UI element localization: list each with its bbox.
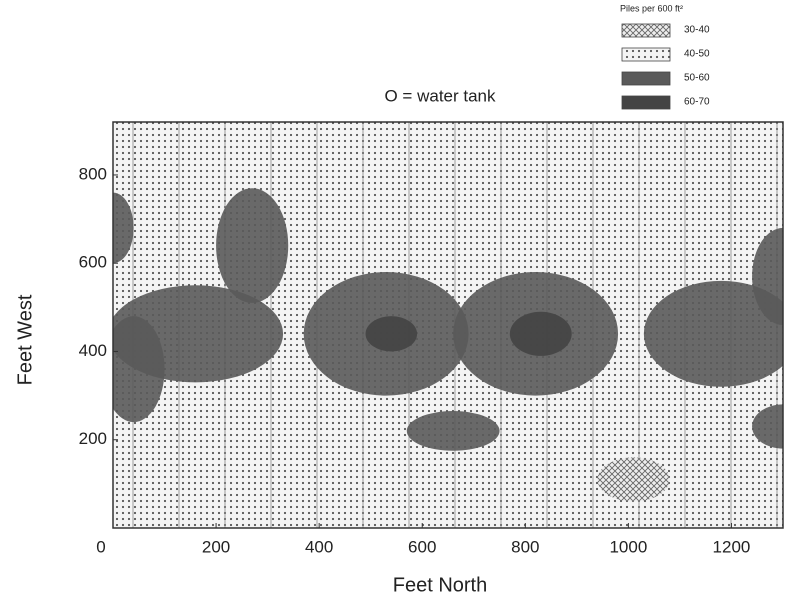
- legend-swatch: [621, 23, 671, 38]
- contour-layer: [113, 122, 783, 528]
- legend-swatch: [621, 95, 671, 110]
- contour-region: [365, 316, 418, 352]
- y-tick-label: 600: [79, 253, 107, 272]
- legend-label: 30-40: [684, 25, 710, 36]
- contour-region: [406, 411, 500, 451]
- x-tick-label: 0: [96, 537, 105, 556]
- y-tick-label: 200: [79, 429, 107, 448]
- contour-region: [643, 280, 783, 387]
- plot-frame: [112, 121, 784, 529]
- legend-swatch: [621, 47, 671, 62]
- y-tick-label: 400: [79, 341, 107, 360]
- legend-swatch: [621, 71, 671, 86]
- x-tick-label: 1200: [713, 537, 751, 556]
- y-tick-label: 800: [79, 164, 107, 183]
- contour-region: [509, 311, 572, 356]
- x-tick-label: 400: [305, 537, 333, 556]
- legend-label: 60-70: [684, 97, 710, 108]
- legend-label: 40-50: [684, 49, 710, 60]
- annotation: O = water tank: [384, 86, 496, 105]
- x-tick-label: 800: [511, 537, 539, 556]
- x-tick-label: 1000: [609, 537, 647, 556]
- x-tick-label: 600: [408, 537, 436, 556]
- contour-region: [597, 457, 670, 502]
- contour-region: [113, 192, 134, 264]
- contour-region: [113, 316, 165, 423]
- x-tick-label: 200: [202, 537, 230, 556]
- contour-region: [216, 188, 289, 303]
- legend-label: 50-60: [684, 73, 710, 84]
- y-axis-label: Feet West: [14, 294, 36, 385]
- contour-region: [752, 227, 783, 325]
- legend-title: Piles per 600 ft²: [620, 3, 683, 13]
- contour-region: [752, 404, 783, 449]
- x-axis-label: Feet North: [393, 574, 487, 596]
